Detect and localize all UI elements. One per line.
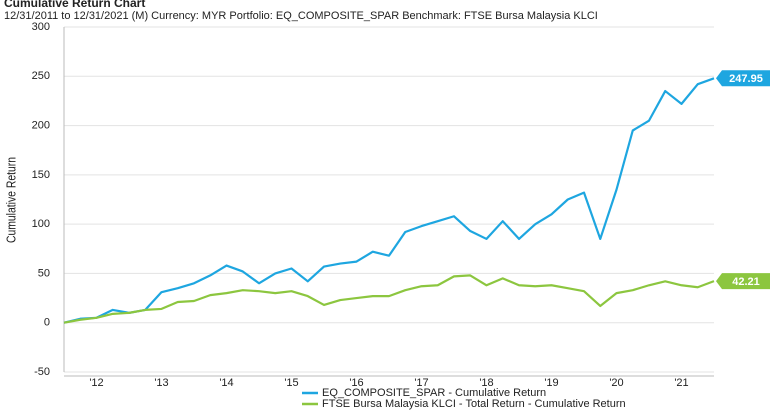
x-tick-label: '20 <box>609 377 623 389</box>
y-tick-label: 50 <box>38 267 50 279</box>
x-tick-label: '16 <box>349 377 363 389</box>
y-tick-label: 0 <box>44 317 50 329</box>
end-label-box <box>716 273 770 290</box>
x-tick-label: '13 <box>154 377 168 389</box>
x-tick-label: '19 <box>544 377 558 389</box>
x-tick-label: '21 <box>674 377 688 389</box>
series-line <box>63 77 715 324</box>
end-label: 247.95 <box>729 73 763 85</box>
legend-label: EQ_COMPOSITE_SPAR - Cumulative Return <box>322 387 546 399</box>
y-axis-label: Cumulative Return <box>4 157 18 243</box>
y-tick-label: 250 <box>32 70 50 82</box>
chart-subtitle: 12/31/2011 to 12/31/2021 (M) Currency: M… <box>4 10 598 22</box>
y-tick-label: 200 <box>32 119 50 131</box>
x-tick-label: '15 <box>284 377 298 389</box>
y-tick-label: 300 <box>32 21 50 33</box>
x-tick-label: '18 <box>479 377 493 389</box>
y-tick-label: -50 <box>34 366 50 378</box>
y-tick-label: 100 <box>32 218 50 230</box>
x-tick-label: '17 <box>414 377 428 389</box>
legend-label: FTSE Bursa Malaysia KLCI - Total Return … <box>322 398 626 410</box>
x-tick-label: '14 <box>219 377 233 389</box>
chart-title: Cumulative Return Chart <box>4 0 145 10</box>
end-label: 42.21 <box>732 276 760 288</box>
x-tick-label: '12 <box>89 377 103 389</box>
end-label-box <box>716 70 770 87</box>
series-line <box>63 274 715 324</box>
y-tick-label: 150 <box>32 169 50 181</box>
